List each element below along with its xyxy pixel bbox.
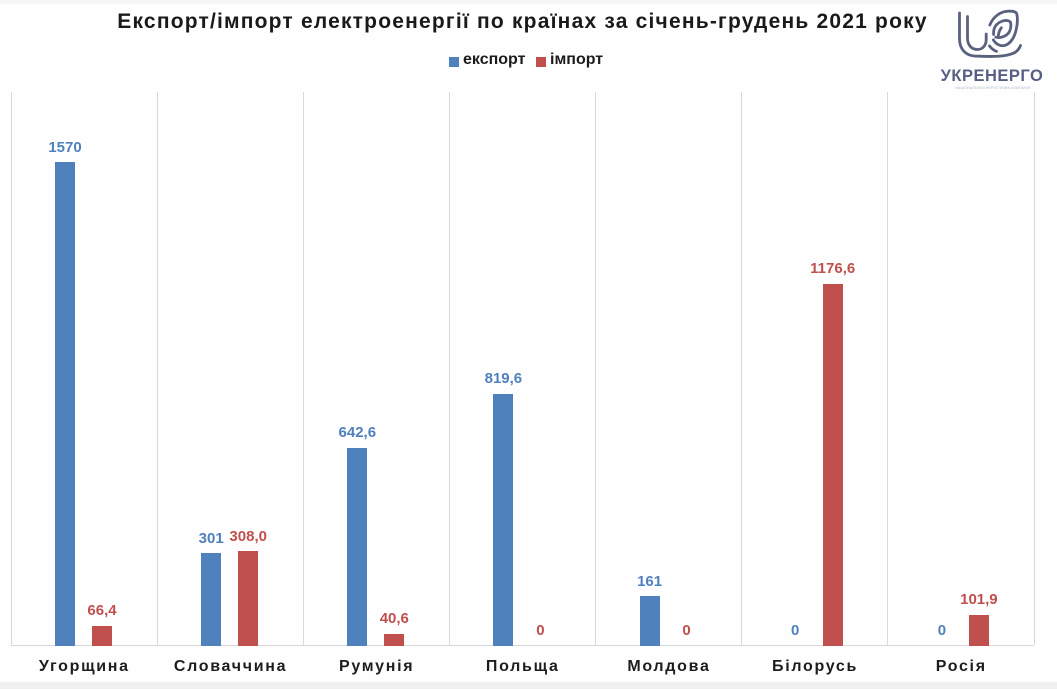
svg-text:НАЦІОНАЛЬНА ЕНЕРГЕТИЧНА КОМПАН: НАЦІОНАЛЬНА ЕНЕРГЕТИЧНА КОМПАНІЯ	[955, 86, 1031, 90]
